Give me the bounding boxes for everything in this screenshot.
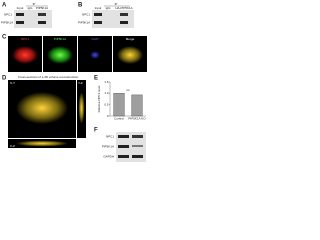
annotation: ns [126,88,130,92]
channel-label: Merge [126,37,135,41]
channel-label: NPC1 [21,37,29,41]
cell [117,46,143,64]
channel-label: DAPI [91,37,98,41]
cell [78,92,85,124]
ip-label: IP [115,2,118,6]
y-tick-label: 0.5 [104,102,109,106]
y-tick-label: 0 [107,114,109,118]
panel-label: F [94,128,98,134]
input-label: Input [17,6,24,10]
band [16,13,24,16]
cell [16,140,68,147]
view-label: X-Y [10,81,15,85]
band [118,155,129,158]
band [132,135,143,138]
micrograph-row [8,36,147,72]
band [132,145,143,147]
band [16,21,24,24]
panel-label: E [94,76,98,82]
cell [47,46,73,64]
lane-label: HA-PIP5K1A [115,6,132,10]
panel-label: A [2,3,7,9]
bar [131,94,143,117]
view-label: X-Z [10,144,15,148]
y-tick-label: 1.5 [104,80,109,84]
x-tick-label: Control [114,116,124,120]
input-label: Input [95,6,102,10]
blot [14,10,52,28]
panel-label: D [2,76,7,82]
panel-label: B [78,3,83,9]
ip-label: IP [33,2,36,6]
channel-label: PIP5K1A [54,37,66,41]
figure: A IP Input IgG PIP5K1A NPC1 PIP5K1A B IP… [1,2,147,162]
panel-label: C [2,35,7,41]
row-label: PIP5K1A [1,20,13,24]
band [38,13,46,16]
row-label: PIP5K1A [78,20,90,24]
band [132,155,143,158]
lane-label: IgG [106,6,112,10]
band [94,13,102,16]
y-tick-label: 1.0 [104,91,109,95]
row-label: NPC1 [4,12,12,16]
row-label: PIP5K1A [102,144,114,148]
lane-label: PIP5K1A [36,6,48,10]
view-label: Y-Z [78,81,83,85]
cell [16,92,68,124]
bar [113,93,125,117]
caption: Cross-sections of a 3D volume reconstruc… [18,75,79,79]
lane-label: IgG [28,6,34,10]
cell [12,46,38,64]
band [38,21,46,24]
row-label: GAPDH [103,154,114,158]
row-label: NPC1 [106,134,114,138]
band [120,13,128,16]
y-axis-label: Relative NPC1 level [97,85,101,112]
nucleus [90,51,100,59]
band [118,145,129,148]
band [118,135,129,138]
bar-chart: 0 0.5 1.0 1.5 Control PIP5K1A KO ns [104,80,146,121]
x-tick-label: PIP5K1A KO [128,116,146,120]
band [120,21,128,24]
blot [92,10,134,28]
row-label: NPC1 [82,12,90,16]
band [94,21,102,24]
